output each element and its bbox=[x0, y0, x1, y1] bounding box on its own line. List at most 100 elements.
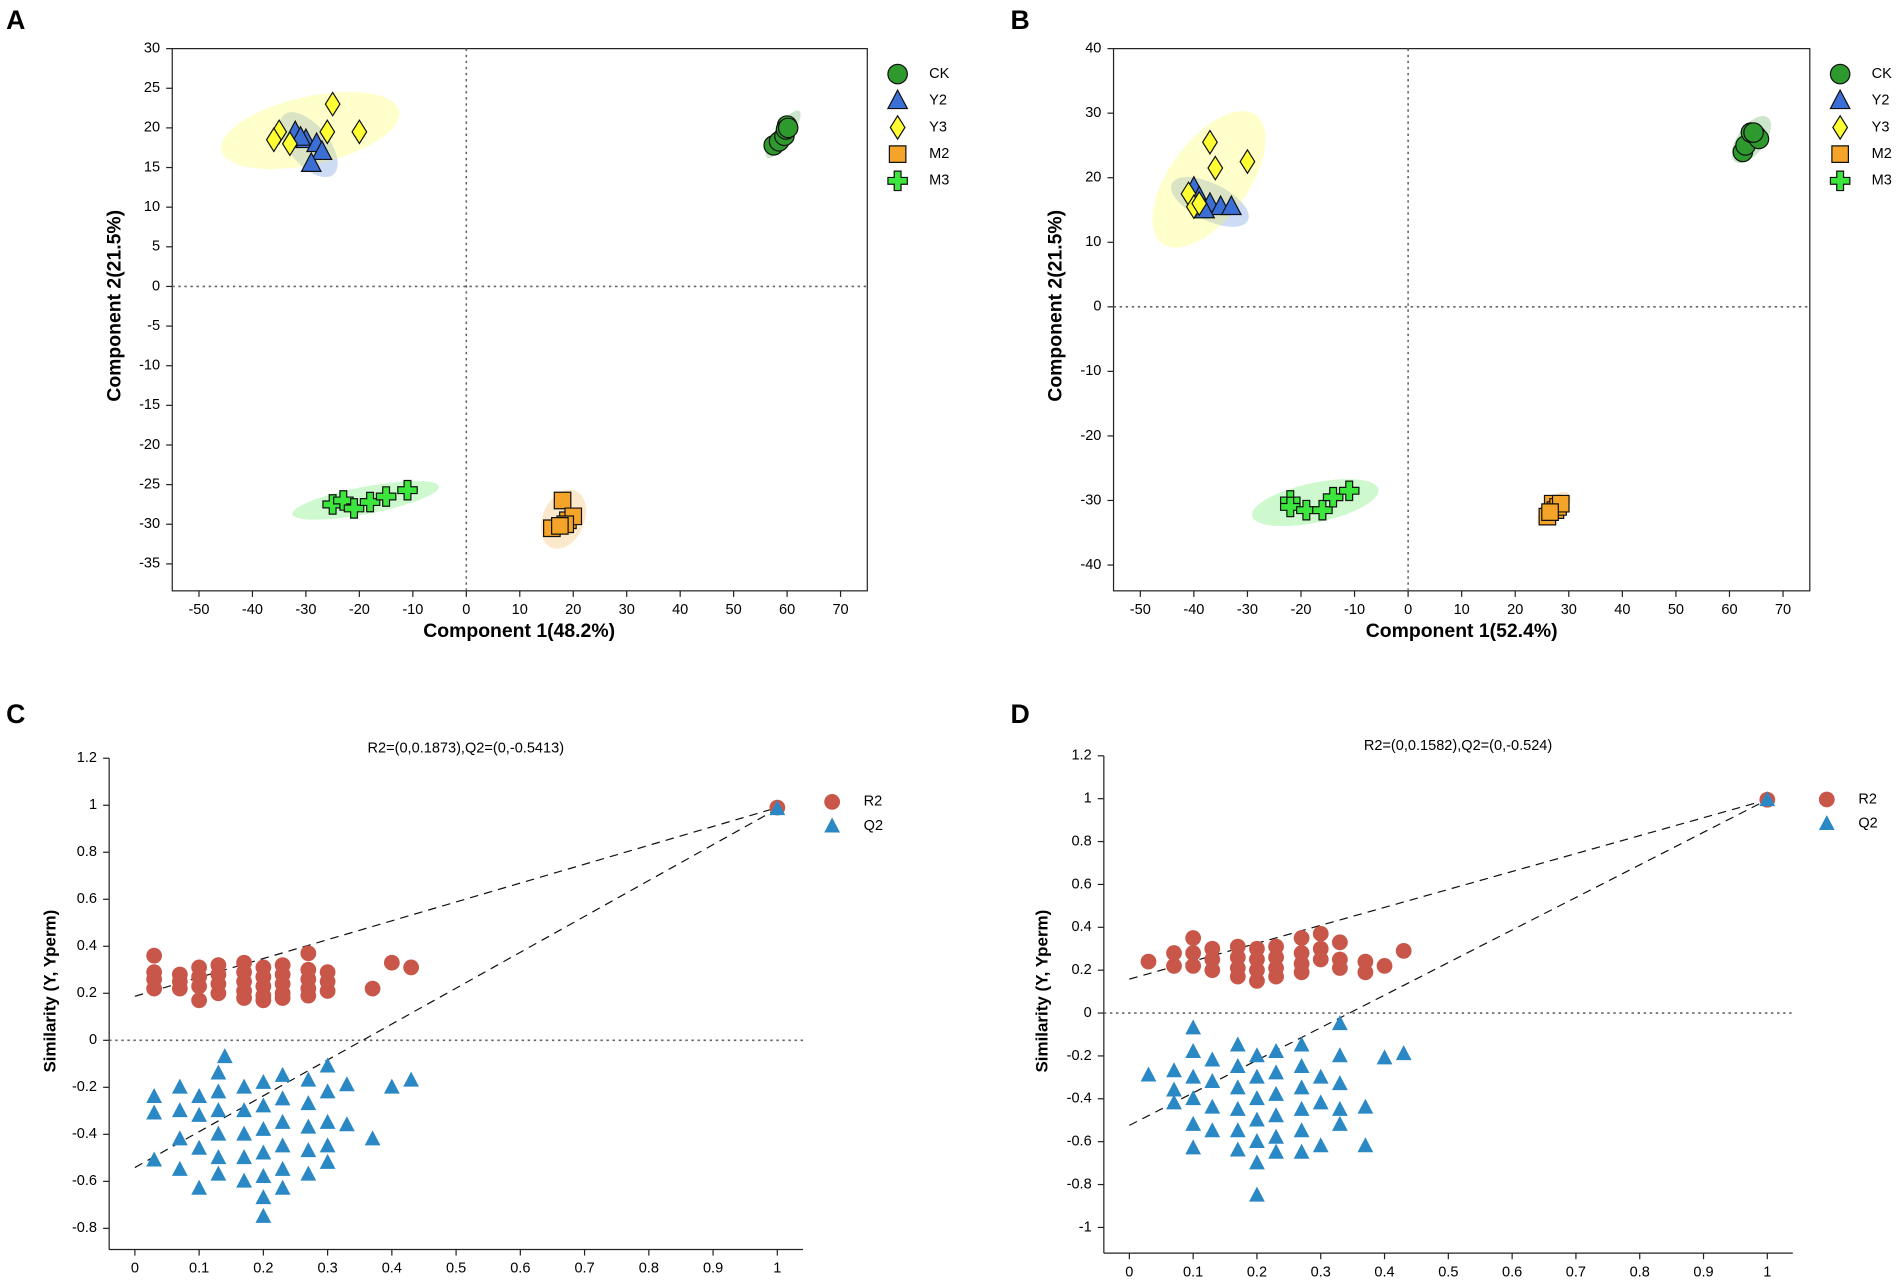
point bbox=[1293, 1057, 1310, 1073]
point bbox=[383, 1078, 400, 1094]
y-tick-label: -5 bbox=[147, 318, 160, 334]
point bbox=[311, 139, 333, 161]
legend-marker bbox=[1818, 815, 1835, 831]
point bbox=[146, 1104, 163, 1120]
legend-label: M3 bbox=[929, 173, 949, 189]
point bbox=[1239, 148, 1256, 175]
y-tick-label: -0.6 bbox=[1067, 1134, 1092, 1150]
legend-marker bbox=[886, 88, 909, 110]
point bbox=[210, 1083, 227, 1099]
legend-label: Y2 bbox=[929, 93, 947, 109]
y-tick-label: 30 bbox=[1085, 105, 1101, 121]
y-axis-label: Similarity (Y, Yperm) bbox=[40, 910, 59, 1073]
x-tick-label: 0 bbox=[462, 602, 470, 618]
point bbox=[1166, 1062, 1182, 1078]
point bbox=[1185, 1068, 1202, 1084]
chart-title: R2=(0,0.1873),Q2=(0,-0.5413) bbox=[368, 740, 565, 756]
point bbox=[1293, 1036, 1310, 1052]
point bbox=[319, 1113, 336, 1129]
point bbox=[171, 1160, 188, 1176]
point bbox=[1249, 1132, 1265, 1148]
y-tick-label: -0.2 bbox=[72, 1079, 97, 1095]
point bbox=[364, 1130, 381, 1146]
y-tick-label: 5 bbox=[152, 239, 160, 255]
x-tick-label: 0.8 bbox=[1630, 1264, 1650, 1280]
point bbox=[1312, 951, 1329, 968]
point bbox=[1322, 486, 1344, 508]
point bbox=[171, 1102, 188, 1118]
legend-marker bbox=[887, 170, 908, 192]
point bbox=[255, 1097, 272, 1113]
y-tick-label: 15 bbox=[144, 159, 160, 175]
y-tick-label: -20 bbox=[1080, 428, 1101, 444]
point bbox=[1268, 1107, 1284, 1123]
point bbox=[383, 954, 400, 971]
point bbox=[191, 978, 207, 995]
point bbox=[274, 1137, 291, 1153]
point bbox=[324, 91, 341, 117]
panel-label: C bbox=[6, 699, 25, 729]
x-tick-label: 0.9 bbox=[1693, 1264, 1713, 1280]
point bbox=[364, 980, 381, 997]
x-tick-label: 0.2 bbox=[253, 1261, 273, 1277]
point bbox=[1331, 1075, 1348, 1091]
x-tick-label: 0.5 bbox=[1438, 1264, 1458, 1280]
y-tick-label: -10 bbox=[1080, 363, 1101, 379]
y-tick-label: 40 bbox=[1085, 40, 1101, 56]
legend-marker bbox=[824, 794, 841, 810]
point bbox=[146, 947, 163, 964]
point bbox=[1207, 155, 1224, 181]
y-tick-label: -35 bbox=[139, 556, 160, 572]
point bbox=[319, 1137, 336, 1153]
point bbox=[1185, 945, 1202, 961]
y-tick-label: 1.2 bbox=[1071, 748, 1091, 764]
panel-label: B bbox=[1010, 5, 1029, 35]
point bbox=[777, 117, 799, 139]
y-tick-label: -20 bbox=[139, 437, 160, 453]
x-tick-label: 0.9 bbox=[703, 1261, 723, 1277]
legend-label: M3 bbox=[1872, 173, 1892, 189]
point bbox=[274, 1113, 291, 1129]
point bbox=[1293, 1122, 1310, 1138]
point bbox=[300, 1142, 317, 1158]
y-tick-label: 0.4 bbox=[1071, 919, 1091, 935]
point bbox=[375, 486, 397, 507]
point bbox=[265, 126, 282, 153]
x-tick-label: 60 bbox=[1721, 602, 1737, 618]
point bbox=[359, 491, 381, 513]
y-tick-label: -0.6 bbox=[72, 1173, 97, 1189]
y-tick-label: 0.2 bbox=[1071, 962, 1091, 978]
point bbox=[1185, 1139, 1202, 1155]
point bbox=[274, 1160, 291, 1176]
point bbox=[1249, 1154, 1265, 1170]
point bbox=[553, 491, 572, 510]
x-tick-label: 0.3 bbox=[317, 1261, 337, 1277]
x-tick-label: 40 bbox=[1614, 602, 1630, 618]
x-tick-label: 30 bbox=[1561, 602, 1577, 618]
point bbox=[210, 1064, 227, 1080]
x-axis-label: Component 1(48.2%) bbox=[423, 620, 615, 642]
point bbox=[236, 1125, 252, 1141]
point bbox=[1185, 930, 1202, 946]
y-tick-label: -15 bbox=[139, 397, 160, 413]
y-tick-label: 1 bbox=[1084, 791, 1092, 807]
x-tick-label: 50 bbox=[1668, 602, 1684, 618]
point bbox=[338, 1076, 355, 1092]
point bbox=[1249, 1047, 1265, 1063]
regression-line bbox=[134, 807, 778, 997]
point bbox=[1395, 943, 1412, 959]
point bbox=[1268, 1143, 1284, 1159]
y-axis-label: Similarity (Y, Yperm) bbox=[1033, 910, 1052, 1073]
legend-label: Y3 bbox=[1872, 119, 1890, 135]
legend-label: Y2 bbox=[1872, 93, 1890, 109]
y-tick-label: -30 bbox=[139, 516, 160, 532]
legend-marker bbox=[1818, 791, 1835, 808]
point bbox=[1296, 499, 1317, 521]
y-tick-label: 0.8 bbox=[1071, 833, 1091, 849]
panel: D R2=(0,0.1582),Q2=(0,-0.524) Similarity (… bbox=[1010, 699, 1877, 1281]
x-tick-label: 0.7 bbox=[1566, 1264, 1586, 1280]
point bbox=[1204, 1098, 1221, 1114]
y-tick-label: 20 bbox=[144, 120, 160, 136]
point bbox=[274, 1066, 291, 1082]
